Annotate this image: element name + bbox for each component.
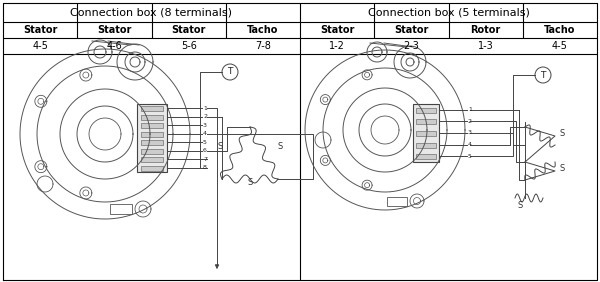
Text: 4-5: 4-5 <box>552 41 568 51</box>
Bar <box>141 157 163 162</box>
Text: T: T <box>541 70 545 80</box>
Text: 1-2: 1-2 <box>329 41 345 51</box>
Text: 3: 3 <box>468 131 472 135</box>
Bar <box>141 166 163 171</box>
Text: 1: 1 <box>468 107 472 112</box>
Bar <box>137 104 167 172</box>
Text: 4-5: 4-5 <box>32 41 48 51</box>
Text: Rotor: Rotor <box>470 25 501 35</box>
Text: S: S <box>277 142 283 151</box>
Text: Stator: Stator <box>320 25 355 35</box>
Bar <box>141 149 163 154</box>
Text: Stator: Stator <box>172 25 206 35</box>
Bar <box>416 119 436 124</box>
Text: 4: 4 <box>203 131 207 136</box>
Text: Stator: Stator <box>23 25 58 35</box>
Bar <box>141 115 163 120</box>
Text: Tacho: Tacho <box>247 25 278 35</box>
Text: Stator: Stator <box>97 25 131 35</box>
Text: 7: 7 <box>203 157 207 162</box>
Text: 3: 3 <box>203 123 207 128</box>
Text: S: S <box>560 164 565 173</box>
Text: S: S <box>247 178 253 187</box>
Text: 5-6: 5-6 <box>181 41 197 51</box>
Text: Connection box (8 terminals): Connection box (8 terminals) <box>71 8 233 17</box>
Text: 4-6: 4-6 <box>107 41 122 51</box>
Text: 5: 5 <box>203 140 207 145</box>
Text: 1: 1 <box>203 106 207 111</box>
Text: Stator: Stator <box>394 25 428 35</box>
Bar <box>413 104 439 162</box>
Bar <box>141 123 163 128</box>
Text: Tacho: Tacho <box>544 25 575 35</box>
Bar <box>416 131 436 136</box>
Text: 5: 5 <box>468 154 472 159</box>
Bar <box>416 154 436 159</box>
Bar <box>416 108 436 113</box>
Text: 6: 6 <box>203 148 207 153</box>
Text: 8: 8 <box>203 165 207 170</box>
Bar <box>141 140 163 145</box>
Text: 2: 2 <box>203 114 207 119</box>
Text: T: T <box>227 67 233 76</box>
Text: S: S <box>560 129 565 138</box>
Bar <box>141 106 163 111</box>
Text: Connection box (5 terminals): Connection box (5 terminals) <box>368 8 529 17</box>
Text: 2: 2 <box>468 119 472 124</box>
Text: S: S <box>517 201 522 210</box>
Text: S: S <box>217 142 223 151</box>
Text: 2-3: 2-3 <box>403 41 419 51</box>
Bar <box>387 197 407 206</box>
Bar <box>141 132 163 137</box>
Text: 4: 4 <box>468 142 472 147</box>
Bar <box>416 143 436 147</box>
Text: 7-8: 7-8 <box>255 41 271 51</box>
Bar <box>110 204 132 214</box>
Text: 1-3: 1-3 <box>478 41 493 51</box>
